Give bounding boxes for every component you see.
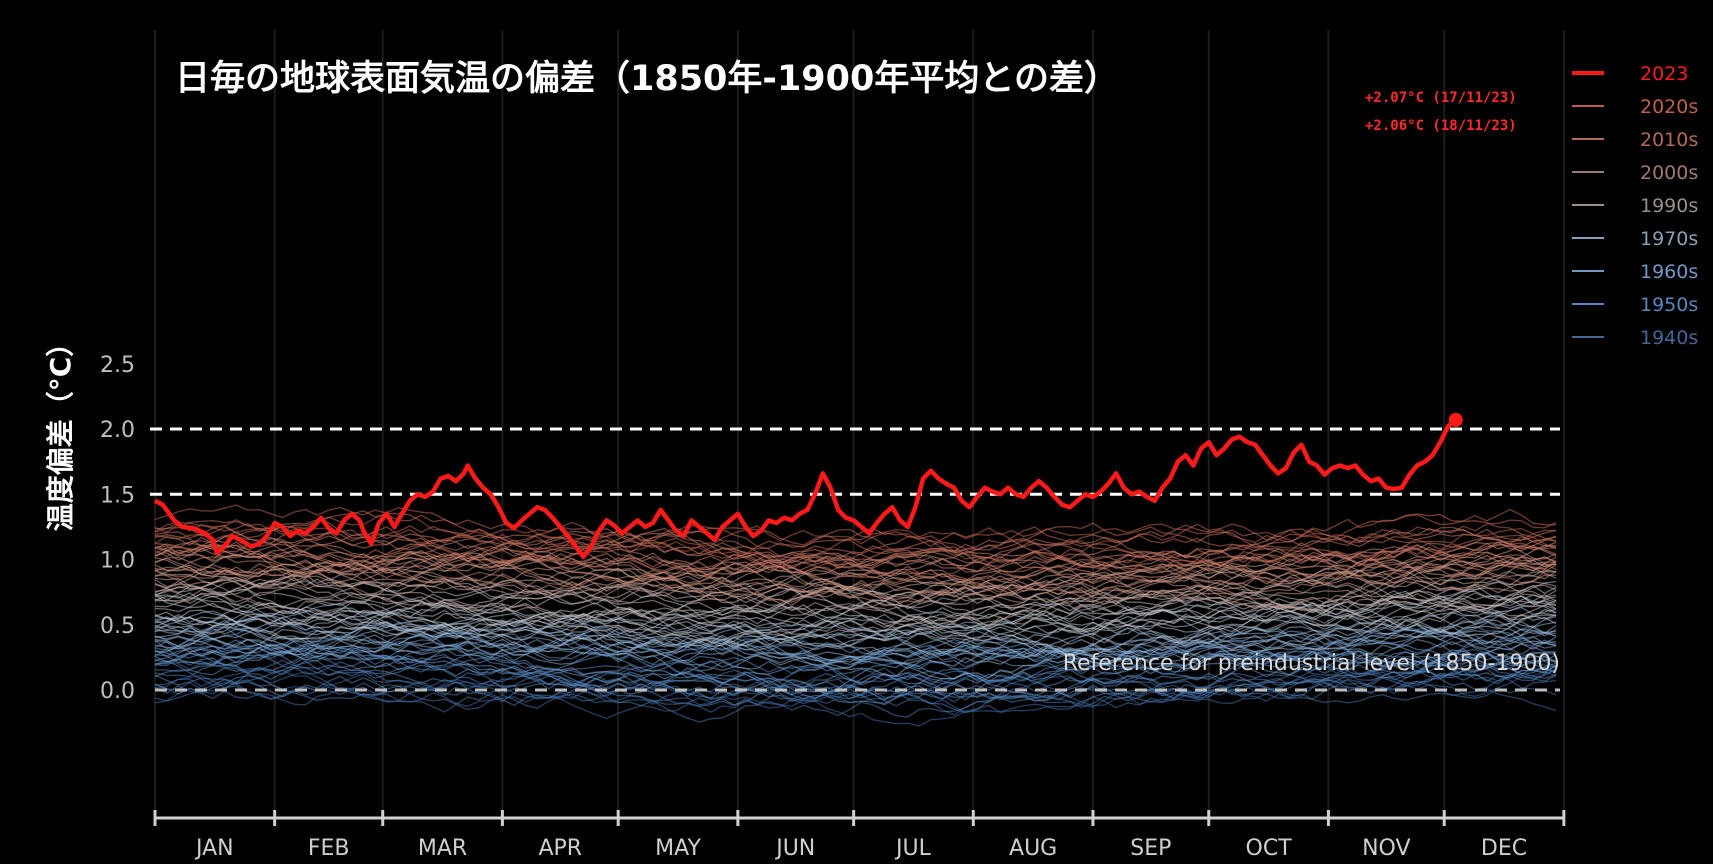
background-series-line bbox=[154, 530, 1557, 578]
x-tick-label: OCT bbox=[1246, 836, 1293, 861]
legend-label: 2010s bbox=[1640, 129, 1698, 151]
background-series-line bbox=[154, 660, 1557, 706]
background-series-line bbox=[154, 611, 1557, 657]
x-axis: JAN FEB MAR APR MAY JUN JUL AUG SEP OCT NOV DEC bbox=[153, 810, 1566, 861]
x-tick-label: DEC bbox=[1481, 836, 1527, 861]
background-series-line bbox=[154, 648, 1557, 698]
x-tick-label: JUL bbox=[894, 836, 932, 861]
annotation-max-2: +2.06°C (18/11/23) bbox=[1365, 118, 1517, 134]
legend-label: 1970s bbox=[1640, 228, 1698, 250]
background-series-line bbox=[154, 584, 1557, 623]
legend-label: 1990s bbox=[1640, 195, 1698, 217]
background-series-line bbox=[154, 525, 1557, 573]
background-series-line bbox=[154, 609, 1557, 649]
background-series-line bbox=[154, 564, 1557, 610]
y-tick-label: 2.0 bbox=[100, 418, 135, 443]
background-series-line bbox=[154, 651, 1557, 706]
x-tick-label: FEB bbox=[308, 836, 350, 861]
background-series-line bbox=[154, 544, 1557, 595]
y-tick-label: 1.0 bbox=[100, 549, 135, 574]
background-series-line bbox=[154, 638, 1557, 677]
y-tick-label: 0.0 bbox=[100, 679, 135, 704]
background-series-line bbox=[154, 559, 1557, 596]
background-series-line bbox=[154, 571, 1557, 629]
x-tick-label: JAN bbox=[194, 836, 234, 861]
background-series-line bbox=[154, 601, 1557, 648]
series-2023-group bbox=[153, 412, 1463, 560]
background-series-line bbox=[154, 656, 1557, 707]
background-series-line bbox=[154, 617, 1557, 659]
chart-title: 日毎の地球表面気温の偏差（1850年-1900年平均との差） bbox=[175, 59, 1119, 99]
legend: 2023 2020s 2010s 2000s 1990s 1970s 1960s 1950s 1… bbox=[1572, 63, 1698, 349]
y-axis-ticks: 2.5 2.0 1.5 1.0 0.5 0.0 bbox=[100, 353, 135, 704]
series-2023-line bbox=[153, 418, 1458, 560]
legend-label: 1940s bbox=[1640, 327, 1698, 349]
background-series-line bbox=[154, 527, 1557, 573]
background-series-line bbox=[154, 547, 1557, 590]
y-tick-label: 1.5 bbox=[100, 483, 135, 508]
background-series-line bbox=[154, 551, 1557, 605]
background-series-line bbox=[154, 540, 1557, 604]
background-series-line bbox=[154, 599, 1557, 641]
background-series-line bbox=[154, 603, 1557, 642]
x-tick-label: MAR bbox=[418, 836, 467, 861]
annotation-max-1: +2.07°C (17/11/23) bbox=[1365, 90, 1517, 106]
legend-label: 1950s bbox=[1640, 294, 1698, 316]
y-tick-label: 0.5 bbox=[100, 614, 135, 639]
x-tick-label: NOV bbox=[1362, 836, 1410, 861]
background-series-line bbox=[154, 549, 1557, 594]
x-tick-label: MAY bbox=[655, 836, 701, 861]
x-tick-label: AUG bbox=[1009, 836, 1057, 861]
background-series-line bbox=[154, 507, 1557, 555]
legend-label: 2023 bbox=[1640, 63, 1688, 85]
background-series-line bbox=[154, 580, 1557, 631]
legend-label: 2020s bbox=[1640, 96, 1698, 118]
background-series-line bbox=[154, 633, 1557, 687]
reference-lines bbox=[150, 427, 1560, 692]
background-series-line bbox=[154, 518, 1557, 552]
background-series-line bbox=[154, 527, 1557, 570]
background-series-line bbox=[154, 625, 1557, 672]
legend-label: 1960s bbox=[1640, 261, 1698, 283]
x-tick-label: APR bbox=[538, 836, 582, 861]
background-series-line bbox=[154, 623, 1557, 680]
series-2023-endpoint bbox=[1448, 412, 1463, 427]
y-axis-label: 温度偏差（°C） bbox=[44, 329, 77, 532]
x-tick-label: SEP bbox=[1130, 836, 1171, 861]
background-series-line bbox=[154, 576, 1557, 612]
background-series-line bbox=[154, 584, 1557, 641]
background-series-line bbox=[154, 668, 1557, 727]
y-tick-label: 2.5 bbox=[100, 353, 135, 378]
x-tick-label: JUN bbox=[774, 836, 815, 861]
legend-label: 2000s bbox=[1640, 162, 1698, 184]
reference-note: Reference for preindustrial level (1850-… bbox=[1063, 651, 1560, 676]
background-series-line bbox=[154, 577, 1557, 627]
